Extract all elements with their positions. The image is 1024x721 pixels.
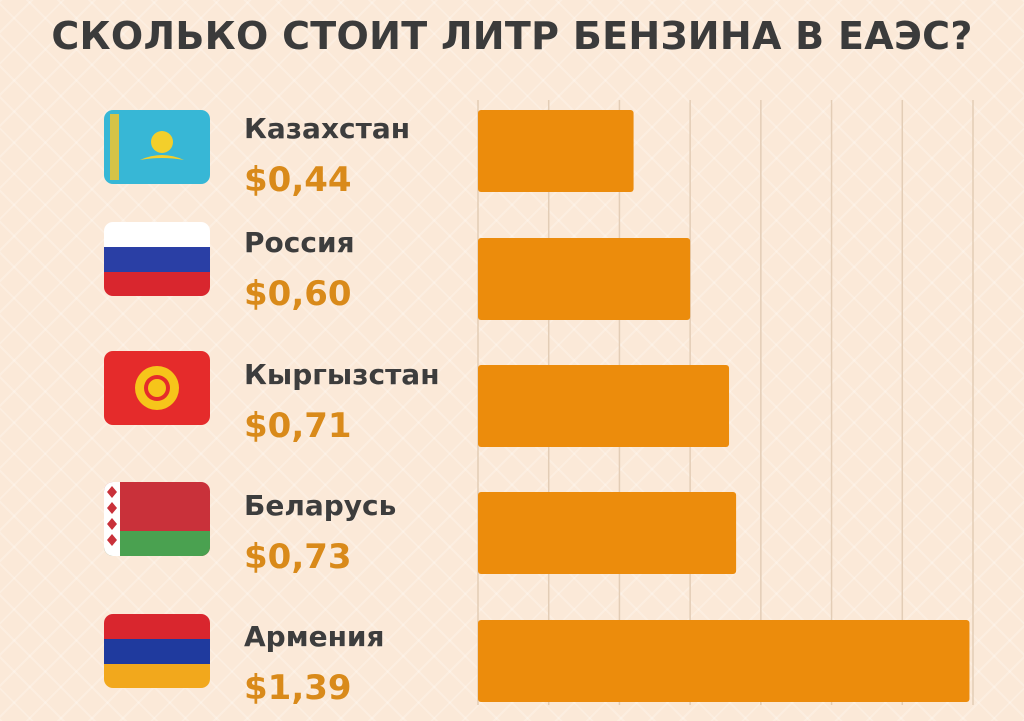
kyrgyzstan-flag (104, 351, 210, 425)
belarus-flag (104, 482, 210, 556)
bar (478, 620, 970, 702)
price-label: $0,44 (244, 160, 352, 200)
price-label: $0,73 (244, 537, 352, 577)
bar (478, 110, 634, 192)
armenia-flag (104, 614, 210, 688)
country-label: Армения (244, 620, 385, 653)
country-label: Беларусь (244, 489, 397, 522)
bar (478, 365, 730, 447)
russia-flag (104, 222, 210, 296)
price-label: $0,60 (244, 274, 352, 314)
country-label: Россия (244, 226, 355, 259)
country-label: Кыргызстан (244, 358, 440, 391)
country-label: Казахстан (244, 112, 411, 145)
bar (478, 492, 737, 574)
bar (478, 238, 691, 320)
price-label: $0,71 (244, 406, 352, 446)
price-label: $1,39 (244, 668, 352, 708)
chart-title: СКОЛЬКО СТОИТ ЛИТР БЕНЗИНА В ЕАЭС? (51, 14, 973, 58)
bars (478, 110, 970, 702)
kazakhstan-flag (104, 110, 210, 184)
